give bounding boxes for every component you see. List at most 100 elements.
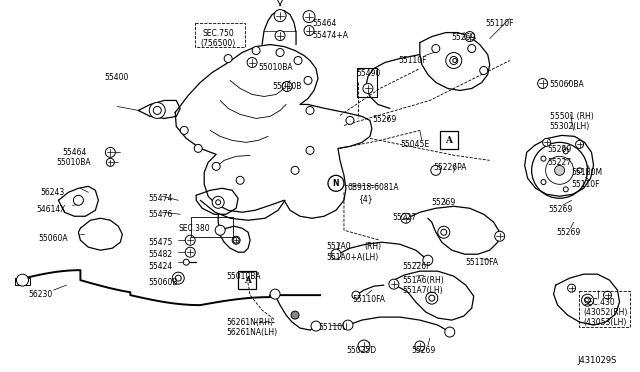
Circle shape — [352, 291, 360, 299]
Circle shape — [604, 291, 611, 299]
Text: 55110F: 55110F — [398, 55, 426, 64]
Text: A: A — [445, 136, 452, 145]
Text: 551A0+A(LH): 551A0+A(LH) — [326, 253, 378, 262]
Text: {4}: {4} — [358, 194, 372, 203]
Circle shape — [577, 168, 582, 173]
Circle shape — [275, 31, 285, 41]
Circle shape — [445, 327, 455, 337]
Text: 55474+A: 55474+A — [312, 31, 348, 39]
Circle shape — [415, 341, 425, 351]
Circle shape — [450, 57, 458, 64]
Text: 55110FA: 55110FA — [466, 258, 499, 267]
Text: 54614X: 54614X — [36, 205, 66, 214]
Circle shape — [291, 166, 299, 174]
Circle shape — [563, 149, 568, 154]
Text: 56261NA(LH): 56261NA(LH) — [226, 328, 277, 337]
Circle shape — [236, 176, 244, 184]
Text: 55476: 55476 — [148, 210, 173, 219]
Circle shape — [363, 83, 373, 93]
Circle shape — [423, 255, 433, 265]
Text: 55010BA: 55010BA — [226, 272, 260, 281]
Text: 55482: 55482 — [148, 250, 172, 259]
Circle shape — [575, 140, 584, 148]
Circle shape — [282, 81, 292, 92]
Circle shape — [276, 48, 284, 57]
Text: 0B918-6081A: 0B918-6081A — [348, 183, 399, 192]
Text: 551A0: 551A0 — [326, 242, 351, 251]
Text: 55060BA: 55060BA — [550, 80, 584, 90]
Circle shape — [431, 165, 441, 175]
Text: 56230: 56230 — [29, 290, 52, 299]
Text: 55464: 55464 — [63, 148, 87, 157]
Text: 55400: 55400 — [104, 73, 129, 81]
Circle shape — [194, 144, 202, 153]
Circle shape — [175, 275, 181, 281]
Circle shape — [303, 11, 315, 23]
Circle shape — [252, 46, 260, 55]
Circle shape — [541, 180, 546, 185]
Text: 551A7(LH): 551A7(LH) — [402, 286, 442, 295]
Circle shape — [106, 147, 115, 157]
Circle shape — [149, 102, 165, 118]
Text: (43053(LH): (43053(LH) — [584, 318, 627, 327]
Circle shape — [446, 52, 462, 68]
Text: 55110F: 55110F — [572, 180, 600, 189]
Text: 55110U: 55110U — [318, 323, 348, 332]
Text: 551A6(RH): 551A6(RH) — [402, 276, 444, 285]
Text: 55302(LH): 55302(LH) — [550, 122, 590, 131]
Circle shape — [212, 162, 220, 170]
Circle shape — [452, 58, 457, 62]
Circle shape — [17, 274, 29, 286]
Circle shape — [270, 289, 280, 299]
Circle shape — [232, 236, 240, 244]
Circle shape — [568, 284, 575, 292]
Circle shape — [185, 247, 195, 257]
Text: 55227: 55227 — [548, 158, 572, 167]
Circle shape — [441, 229, 447, 235]
Circle shape — [465, 32, 475, 42]
Text: J431029S: J431029S — [577, 356, 617, 365]
Text: 55226PA: 55226PA — [434, 163, 467, 172]
Text: SEC.750: SEC.750 — [202, 29, 234, 38]
Circle shape — [495, 231, 505, 241]
Text: 55269: 55269 — [372, 115, 396, 124]
Circle shape — [74, 195, 83, 205]
Text: 55045E: 55045E — [400, 140, 429, 150]
Text: 55226F: 55226F — [402, 262, 430, 271]
Text: 55501 (RH): 55501 (RH) — [550, 112, 593, 121]
Circle shape — [538, 78, 548, 89]
Text: 55269: 55269 — [452, 33, 476, 42]
Text: 55010BA: 55010BA — [56, 158, 91, 167]
Text: 55025D: 55025D — [346, 346, 376, 355]
Circle shape — [543, 138, 550, 146]
Text: 55010B: 55010B — [272, 83, 301, 92]
Text: 55269: 55269 — [432, 198, 456, 207]
Circle shape — [432, 45, 440, 52]
Circle shape — [555, 165, 564, 175]
Circle shape — [563, 187, 568, 192]
Circle shape — [438, 226, 450, 238]
Circle shape — [294, 57, 302, 64]
Text: 55490: 55490 — [356, 68, 380, 77]
Circle shape — [224, 55, 232, 62]
Circle shape — [346, 116, 354, 124]
Text: SEC.430: SEC.430 — [584, 298, 615, 307]
Circle shape — [306, 106, 314, 115]
Circle shape — [304, 77, 312, 84]
Text: 55060A: 55060A — [38, 234, 68, 243]
Text: 55269: 55269 — [548, 145, 572, 154]
Circle shape — [183, 259, 189, 265]
Circle shape — [584, 297, 591, 303]
Text: 55475: 55475 — [148, 238, 173, 247]
Text: 55474: 55474 — [148, 194, 173, 203]
Text: 55060B: 55060B — [148, 278, 178, 287]
Text: 55227: 55227 — [392, 213, 416, 222]
Circle shape — [304, 26, 314, 36]
Circle shape — [401, 213, 411, 223]
Circle shape — [153, 106, 161, 115]
Circle shape — [233, 237, 239, 243]
Circle shape — [468, 45, 476, 52]
Circle shape — [429, 295, 435, 301]
Circle shape — [343, 320, 353, 330]
Text: 56243: 56243 — [40, 188, 65, 197]
